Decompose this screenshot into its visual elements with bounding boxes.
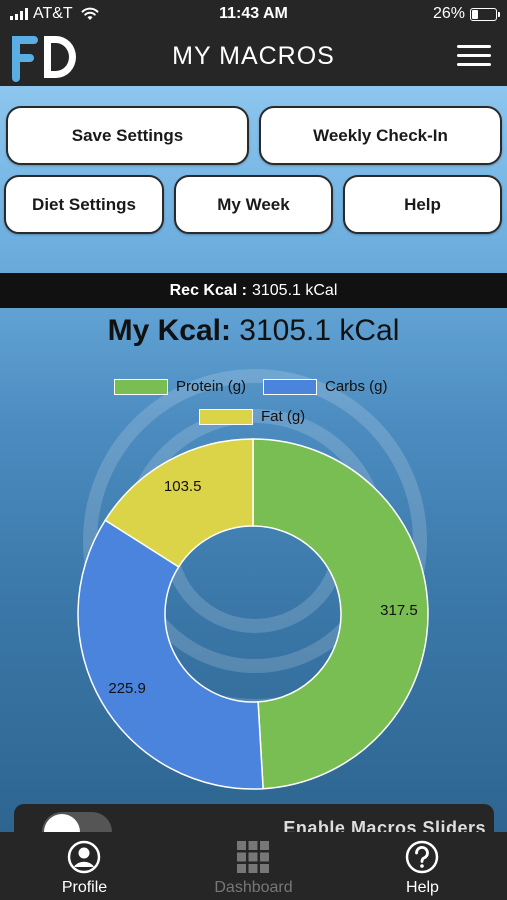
status-bar: AT&T 11:43 AM 26%: [0, 0, 507, 30]
my-week-button[interactable]: My Week: [174, 175, 333, 234]
tab-bar: Profile Dashboard Help: [0, 832, 507, 900]
tab-profile[interactable]: Profile: [0, 832, 169, 900]
status-left: AT&T: [10, 5, 99, 23]
toggle-knob: [44, 814, 80, 832]
help-icon: [405, 840, 439, 874]
signal-icon: [10, 8, 28, 20]
battery-percent: 26%: [432, 5, 465, 22]
slider-panel: Enable Macros Sliders: [14, 804, 494, 832]
donut-label-protein: 317.5: [380, 602, 418, 619]
donut-slice-fat[interactable]: [104, 438, 254, 568]
legend-swatch-carbs: [263, 378, 317, 395]
macros-donut-chart: 317.5 225.9 103.5: [77, 438, 429, 790]
fd-logo: [12, 36, 76, 82]
main-content: Save Settings Weekly Check-In Diet Setti…: [0, 86, 507, 832]
save-settings-button[interactable]: Save Settings: [6, 106, 249, 165]
legend-label-protein: Protein (g): [176, 378, 247, 395]
battery-fill: [472, 9, 478, 19]
rec-kcal-value: 3105.1 kCal: [251, 281, 338, 299]
carrier-label: AT&T: [33, 5, 73, 22]
tab-label-help: Help: [406, 879, 439, 896]
tab-help[interactable]: Help: [338, 832, 507, 900]
status-right: 26%: [432, 5, 500, 23]
status-time: 11:43 AM: [219, 5, 288, 22]
hamburger-menu-icon[interactable]: [457, 45, 491, 71]
legend-swatch-fat: [199, 408, 253, 425]
my-kcal-label: My Kcal:: [107, 314, 231, 347]
rec-kcal-label: Rec Kcal :: [169, 281, 247, 299]
tab-label-dashboard: Dashboard: [214, 879, 293, 896]
help-button[interactable]: Help: [343, 175, 502, 234]
enable-sliders-toggle[interactable]: [42, 812, 112, 832]
weekly-checkin-button[interactable]: Weekly Check-In: [259, 106, 502, 165]
profile-icon: [67, 840, 101, 874]
dashboard-grid-icon: [237, 841, 269, 873]
battery-icon: [470, 7, 500, 21]
donut-label-fat: 103.5: [164, 478, 202, 495]
page-title: MY MACROS: [172, 42, 335, 70]
legend-label-fat: Fat (g): [261, 408, 306, 425]
enable-sliders-label: Enable Macros Sliders: [283, 818, 486, 832]
my-kcal-title: My Kcal: 3105.1 kCal: [0, 314, 507, 348]
app-header: MY MACROS: [0, 30, 507, 86]
donut-slice-carbs[interactable]: [77, 519, 264, 790]
legend-label-carbs: Carbs (g): [325, 378, 388, 395]
diet-settings-button[interactable]: Diet Settings: [4, 175, 164, 234]
legend-item-fat[interactable]: Fat (g): [199, 408, 305, 425]
tab-label-profile: Profile: [61, 879, 108, 896]
tab-dashboard[interactable]: Dashboard: [169, 832, 338, 900]
legend-swatch-protein: [114, 378, 168, 395]
legend-item-protein[interactable]: Protein (g): [114, 378, 246, 395]
wifi-icon: [81, 7, 99, 20]
legend-item-carbs[interactable]: Carbs (g): [263, 378, 388, 395]
donut-label-carbs: 225.9: [108, 680, 146, 697]
my-kcal-value: 3105.1 kCal: [239, 314, 400, 347]
donut-slice-protein[interactable]: [252, 438, 429, 790]
rec-kcal-bar: Rec Kcal : 3105.1 kCal: [0, 273, 507, 308]
